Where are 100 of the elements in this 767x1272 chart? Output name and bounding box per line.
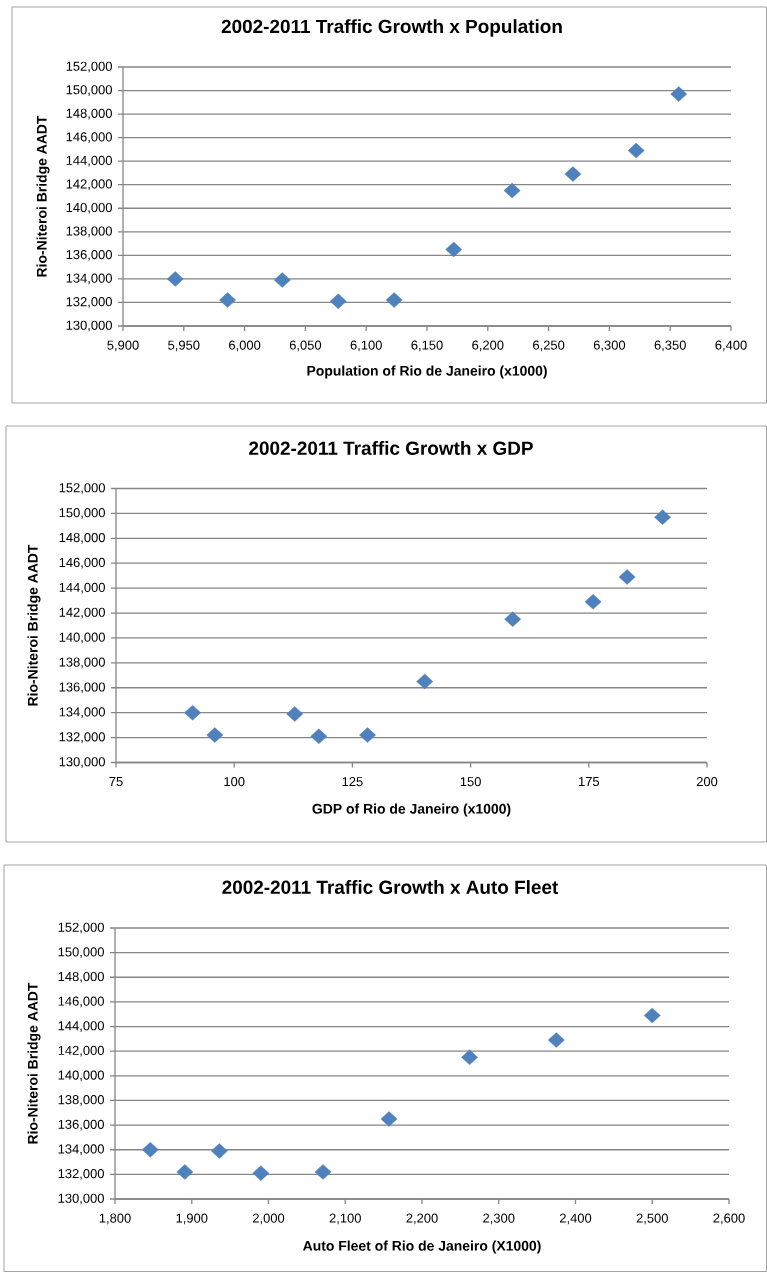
x-tick-label: 6,000	[229, 340, 261, 352]
point	[503, 182, 521, 199]
y-tick-label: 134,000	[59, 707, 105, 719]
y-axis-title: Rio-Niteroi Bridge AADT	[36, 115, 50, 277]
point	[627, 142, 645, 159]
x-axis-title: Auto Fleet of Rio de Janeiro (X1000)	[302, 1240, 541, 1254]
point	[359, 727, 376, 743]
x-tick-label: 1,900	[176, 1213, 208, 1225]
y-tick-label: 144,000	[58, 1021, 104, 1032]
y-tick-label: 134,000	[58, 1144, 104, 1156]
y-tick-label: 130,000	[58, 1193, 104, 1205]
point	[314, 1164, 332, 1180]
y-tick-label: 144,000	[66, 155, 112, 167]
point	[329, 293, 347, 309]
point	[504, 611, 522, 627]
x-tick-label: 1,800	[99, 1213, 131, 1225]
x-tick-label: 6,100	[350, 340, 382, 352]
x-tick-label: 5,950	[168, 340, 200, 352]
x-tick-label: 2,200	[406, 1213, 438, 1225]
x-tick-label: 2,000	[252, 1213, 285, 1225]
y-tick-label: 148,000	[66, 108, 112, 120]
x-tick-label: 6,250	[533, 340, 565, 352]
y-tick-label: 152,000	[58, 922, 104, 934]
y-tick-label: 136,000	[59, 682, 105, 694]
point	[416, 673, 434, 690]
x-tick-label: 125	[342, 777, 363, 787]
x-tick-label: 2,600	[713, 1213, 745, 1225]
y-tick-label: 132,000	[66, 297, 112, 308]
x-tick-label: 200	[696, 777, 718, 787]
point	[564, 166, 582, 182]
x-tick-label: 5,900	[107, 340, 139, 352]
x-axis-title: Population of Rio de Janeiro (x1000)	[307, 365, 547, 379]
y-axis-title: Rio-Niteroi Bridge AADT	[27, 544, 41, 706]
point	[184, 704, 201, 721]
point	[461, 1049, 478, 1066]
point	[385, 292, 403, 308]
y-tick-label: 148,000	[58, 971, 104, 983]
y-tick-label: 138,000	[58, 1095, 104, 1106]
y-tick-label: 144,000	[59, 582, 105, 594]
x-tick-label: 6,300	[593, 340, 626, 352]
x-axis-title: GDP of Rio de Janeiro (x1000)	[312, 803, 511, 817]
point	[219, 292, 236, 308]
point	[252, 1165, 270, 1181]
y-tick-label: 152,000	[59, 483, 105, 494]
x-tick-label: 2,300	[483, 1213, 515, 1225]
y-tick-label: 132,000	[59, 732, 105, 743]
point	[176, 1164, 194, 1180]
y-tick-label: 130,000	[59, 757, 105, 768]
point	[166, 271, 184, 287]
point	[547, 1032, 565, 1048]
x-tick-label: 6,200	[472, 340, 504, 352]
y-tick-label: 150,000	[66, 85, 112, 96]
x-tick-label: 6,150	[411, 340, 443, 352]
y-tick-label: 130,000	[66, 320, 112, 332]
chart-title: 2002-2011 Traffic Growth x Population	[221, 19, 562, 37]
point	[380, 1111, 398, 1127]
point	[670, 86, 688, 102]
y-tick-label: 146,000	[66, 132, 112, 143]
x-tick-label: 2,100	[329, 1213, 361, 1225]
point	[141, 1142, 159, 1158]
y-tick-label: 148,000	[59, 532, 105, 544]
x-tick-label: 2,400	[559, 1213, 592, 1225]
y-tick-label: 146,000	[59, 557, 105, 569]
point	[273, 272, 291, 288]
y-tick-label: 140,000	[58, 1070, 104, 1082]
point	[643, 1007, 661, 1024]
x-tick-label: 6,050	[289, 340, 322, 352]
point	[211, 1143, 228, 1159]
point	[584, 594, 602, 610]
x-tick-label: 100	[224, 777, 245, 787]
point	[286, 706, 304, 722]
y-tick-label: 140,000	[59, 632, 105, 644]
y-tick-label: 136,000	[66, 250, 112, 261]
x-tick-label: 2,500	[636, 1213, 668, 1225]
x-tick-label: 75	[109, 777, 123, 787]
point	[310, 728, 328, 745]
y-tick-label: 150,000	[59, 508, 105, 519]
point	[618, 569, 636, 585]
y-tick-label: 152,000	[66, 61, 112, 73]
y-tick-label: 142,000	[66, 179, 112, 191]
point	[445, 241, 463, 258]
y-tick-label: 150,000	[58, 947, 104, 958]
y-tick-label: 140,000	[66, 202, 112, 214]
y-tick-label: 142,000	[59, 607, 105, 619]
y-tick-label: 138,000	[59, 657, 105, 669]
y-tick-label: 134,000	[66, 273, 112, 285]
x-tick-label: 6,350	[654, 340, 686, 352]
point	[206, 727, 224, 743]
chart-title: 2002-2011 Traffic Growth x Auto Fleet	[222, 880, 559, 894]
y-tick-label: 146,000	[58, 996, 104, 1008]
y-axis-title: Rio-Niteroi Bridge AADT	[27, 982, 41, 1144]
y-tick-label: 136,000	[58, 1119, 104, 1131]
x-tick-label: 150	[460, 777, 481, 787]
y-tick-label: 142,000	[58, 1045, 104, 1057]
x-tick-label: 6,400	[715, 340, 747, 352]
y-tick-label: 138,000	[66, 226, 112, 238]
x-tick-label: 175	[578, 777, 600, 787]
y-tick-label: 132,000	[58, 1169, 104, 1180]
point	[654, 509, 671, 525]
chart-title: 2002-2011 Traffic Growth x GDP	[249, 441, 533, 455]
